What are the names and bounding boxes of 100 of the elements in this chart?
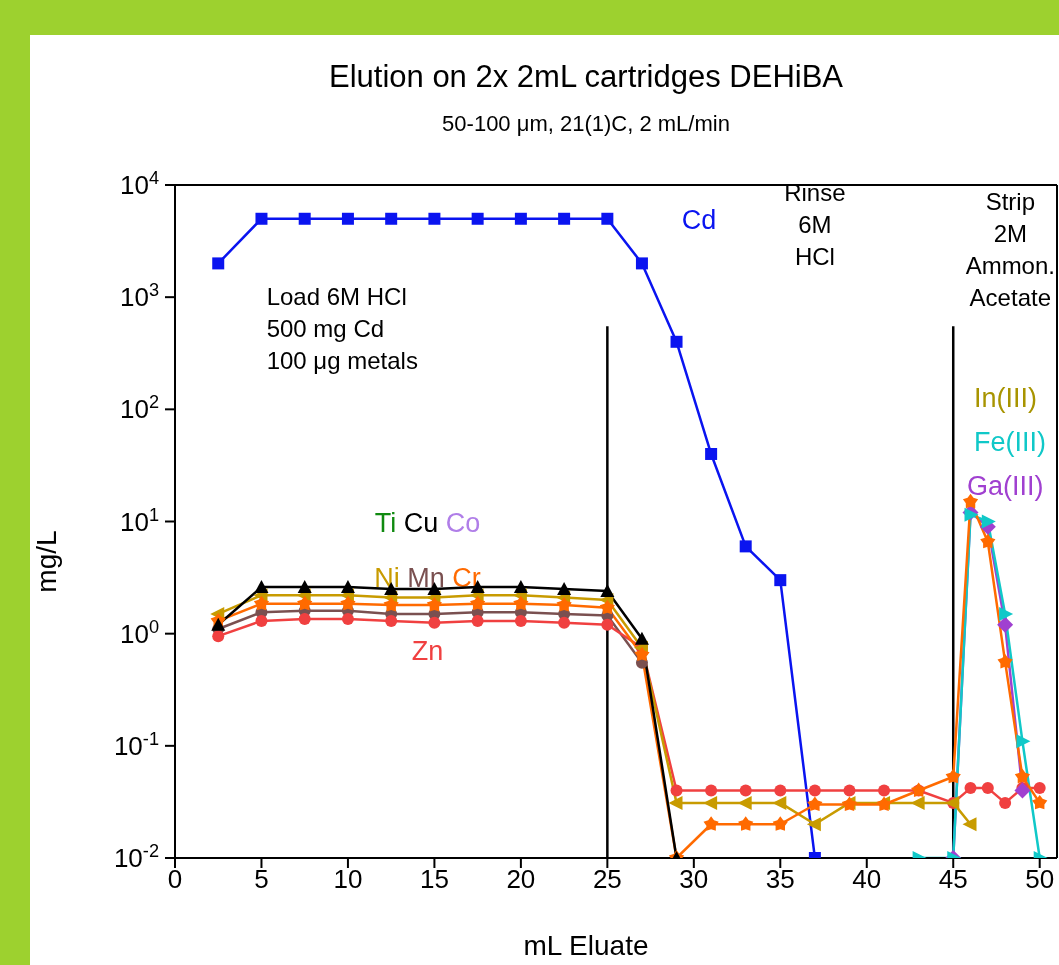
point bbox=[340, 580, 355, 594]
point bbox=[981, 514, 996, 529]
legend-label: Ti bbox=[374, 507, 397, 538]
point bbox=[255, 614, 268, 627]
point bbox=[513, 580, 528, 594]
point bbox=[599, 599, 615, 615]
x-tick-label: 10 bbox=[333, 864, 363, 895]
point bbox=[385, 212, 398, 225]
point bbox=[211, 617, 226, 631]
x-tick-label: 30 bbox=[679, 864, 709, 895]
point bbox=[997, 616, 1014, 633]
y-tick-label: 10$^{-1}$ bbox=[113, 728, 159, 761]
point bbox=[558, 616, 571, 629]
point bbox=[668, 795, 683, 810]
point bbox=[705, 447, 718, 460]
chart-title: Elution on 2x 2mL cartridges DEHiBA bbox=[328, 59, 844, 94]
point bbox=[470, 595, 486, 611]
y-tick-label: 10$^{2}$ bbox=[119, 392, 159, 425]
x-axis-title: mL Eluate bbox=[523, 930, 649, 961]
point bbox=[774, 574, 787, 587]
annotation: Load 6M HCl 500 mg Cd 100 μg metals bbox=[266, 283, 418, 375]
point bbox=[255, 212, 268, 225]
point bbox=[340, 595, 356, 611]
point bbox=[298, 212, 311, 225]
point bbox=[254, 580, 269, 594]
series-label: Zn bbox=[411, 635, 444, 666]
point bbox=[843, 784, 856, 797]
point bbox=[1033, 782, 1046, 795]
point bbox=[1032, 794, 1048, 810]
point bbox=[1014, 782, 1031, 799]
point bbox=[212, 257, 225, 270]
point bbox=[341, 212, 354, 225]
point bbox=[341, 613, 354, 626]
point bbox=[1014, 768, 1031, 784]
x-tick-label: 50 bbox=[1025, 864, 1055, 895]
point bbox=[670, 335, 683, 348]
point bbox=[634, 646, 650, 662]
x-tick-label: 15 bbox=[419, 864, 449, 895]
annotation: Strip 2M Ammon. Acetate bbox=[965, 188, 1055, 312]
point bbox=[999, 606, 1014, 621]
legend-label: In(III) bbox=[973, 382, 1037, 413]
point bbox=[514, 212, 527, 225]
point bbox=[910, 795, 925, 810]
point bbox=[739, 540, 752, 553]
point bbox=[999, 796, 1012, 809]
point bbox=[556, 597, 572, 612]
point bbox=[428, 616, 441, 629]
point bbox=[774, 784, 787, 797]
point bbox=[601, 212, 614, 225]
point bbox=[253, 595, 270, 611]
point bbox=[703, 795, 718, 810]
point bbox=[297, 580, 312, 594]
series-label: Cr bbox=[452, 563, 481, 594]
point bbox=[808, 784, 821, 797]
point bbox=[471, 614, 484, 627]
point bbox=[878, 784, 891, 797]
y-tick-label: 10$^{1}$ bbox=[119, 504, 159, 537]
y-tick-label: 10$^{4}$ bbox=[119, 168, 159, 200]
point bbox=[807, 796, 823, 811]
x-tick-label: 0 bbox=[167, 864, 183, 895]
x-tick-label: 20 bbox=[506, 864, 536, 895]
y-tick-label: 10$^{-2}$ bbox=[113, 841, 159, 873]
point bbox=[297, 595, 313, 611]
series-label: Fe(III) bbox=[973, 427, 1046, 458]
point bbox=[513, 595, 529, 611]
x-tick-label: 45 bbox=[938, 864, 968, 895]
point bbox=[514, 614, 527, 627]
y-tick-label: 10$^{3}$ bbox=[119, 280, 159, 313]
point bbox=[635, 257, 648, 270]
series-label: Mn bbox=[407, 563, 445, 594]
y-axis-title: mg/L bbox=[31, 530, 62, 593]
point bbox=[964, 782, 977, 795]
point bbox=[426, 597, 443, 612]
legend-label: Co bbox=[445, 507, 481, 538]
point bbox=[471, 212, 484, 225]
point bbox=[600, 584, 615, 598]
x-tick-label: 35 bbox=[765, 864, 795, 895]
point bbox=[772, 816, 788, 831]
point bbox=[1016, 734, 1031, 749]
point bbox=[981, 782, 994, 795]
point bbox=[997, 653, 1013, 669]
point bbox=[703, 816, 719, 831]
point bbox=[806, 817, 821, 832]
point bbox=[738, 816, 754, 831]
point bbox=[298, 613, 311, 626]
point bbox=[212, 630, 225, 643]
point bbox=[557, 582, 572, 596]
series-label: Cd bbox=[681, 204, 717, 235]
x-tick-label: 40 bbox=[852, 864, 882, 895]
series-label: Ga(III) bbox=[967, 471, 1044, 502]
y-tick-label: 10$^{0}$ bbox=[119, 616, 159, 649]
point bbox=[705, 784, 718, 797]
point bbox=[383, 597, 399, 612]
point bbox=[772, 795, 787, 810]
series-label: Cu bbox=[403, 507, 439, 538]
chart-subtitle: 50-100 μm, 21(1)C, 2 mL/min bbox=[442, 111, 730, 136]
x-tick-label: 5 bbox=[254, 864, 269, 895]
point bbox=[634, 631, 649, 645]
x-tick-label: 25 bbox=[592, 864, 622, 895]
point bbox=[670, 784, 683, 797]
